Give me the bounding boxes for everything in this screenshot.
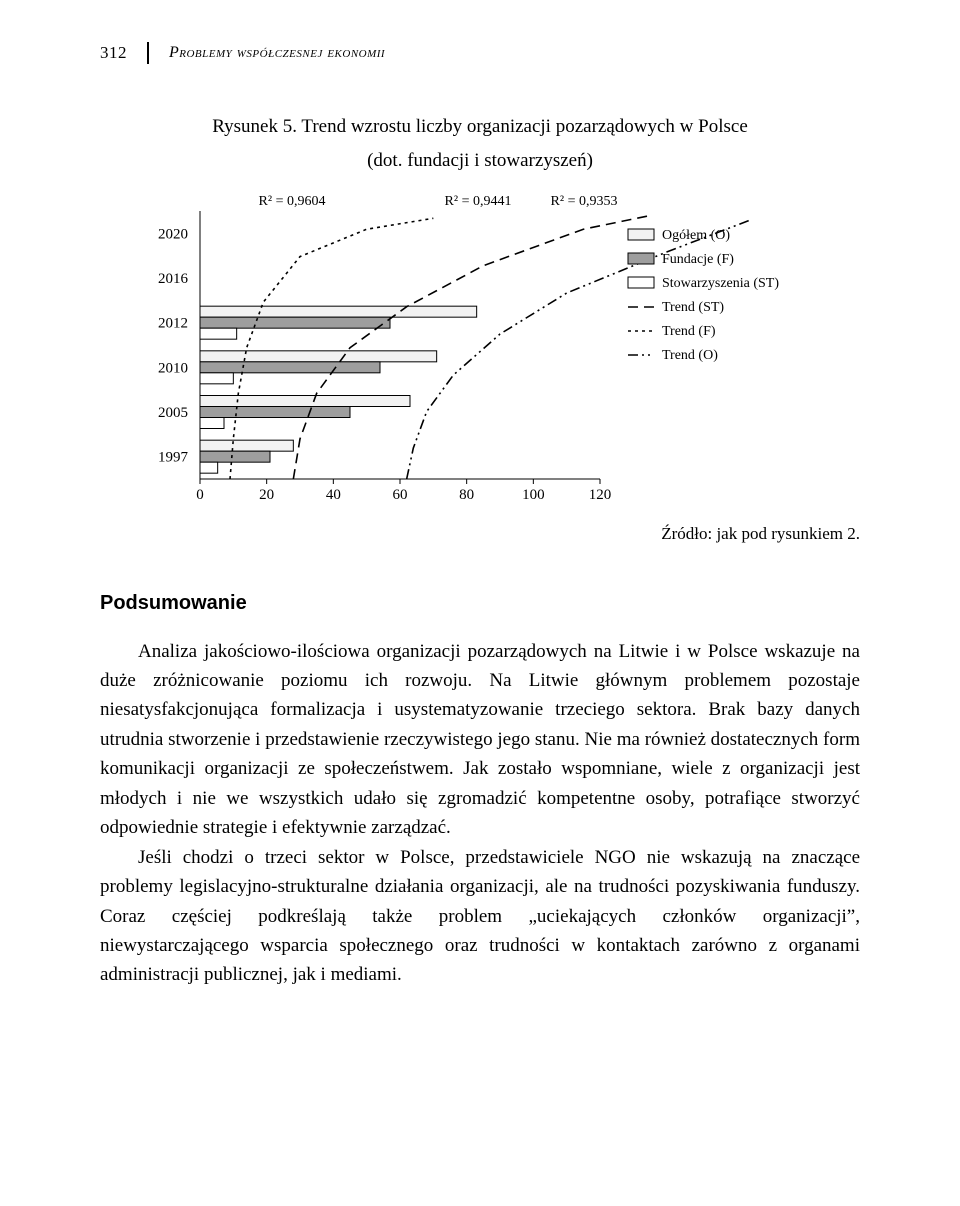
svg-text:1997: 1997 (158, 450, 189, 466)
svg-text:20: 20 (259, 487, 274, 503)
body-paragraph: Analiza jakościowo-ilościowa organizacji… (100, 637, 860, 843)
header-title: Problemy współczesnej ekonomii (169, 41, 385, 66)
trend-chart: 2020 2016 2012 2010 2005 1997 0 20 40 60 80 100 120 R… (130, 185, 830, 515)
figure-subtitle: (dot. fundacji i stowarzyszeń) (100, 146, 860, 175)
svg-text:Ogółem (O): Ogółem (O) (662, 228, 730, 243)
svg-text:Trend (ST): Trend (ST) (662, 300, 724, 315)
svg-text:2010: 2010 (158, 361, 188, 377)
svg-text:2016: 2016 (158, 271, 189, 287)
svg-text:R² = 0,9604: R² = 0,9604 (259, 194, 326, 209)
body-paragraph: Jeśli chodzi o trzeci sektor w Polsce, p… (100, 843, 860, 990)
svg-text:80: 80 (459, 487, 474, 503)
figure-source: Źródło: jak pod rysunkiem 2. (100, 521, 860, 547)
section-heading: Podsumowanie (100, 588, 860, 619)
chart-container: 2020 2016 2012 2010 2005 1997 0 20 40 60 80 100 120 R… (130, 185, 830, 515)
svg-text:40: 40 (326, 487, 341, 503)
svg-text:2005: 2005 (158, 405, 188, 421)
svg-text:Trend (O): Trend (O) (662, 348, 718, 363)
svg-text:2012: 2012 (158, 316, 188, 332)
page-number: 312 (100, 40, 127, 66)
svg-text:Stowarzyszenia (ST): Stowarzyszenia (ST) (662, 276, 779, 291)
svg-text:Fundacje (F): Fundacje (F) (662, 252, 734, 267)
svg-text:100: 100 (522, 487, 545, 503)
svg-text:Trend (F): Trend (F) (662, 324, 716, 339)
svg-text:60: 60 (393, 487, 408, 503)
running-header: 312 Problemy współczesnej ekonomii (100, 40, 860, 66)
svg-text:R² = 0,9441: R² = 0,9441 (445, 194, 512, 209)
svg-text:0: 0 (196, 487, 204, 503)
figure-title: Rysunek 5. Trend wzrostu liczby organiza… (100, 112, 860, 141)
svg-text:R² = 0,9353: R² = 0,9353 (551, 194, 618, 209)
svg-text:2020: 2020 (158, 227, 188, 243)
header-divider (147, 42, 149, 64)
svg-text:120: 120 (589, 487, 612, 503)
